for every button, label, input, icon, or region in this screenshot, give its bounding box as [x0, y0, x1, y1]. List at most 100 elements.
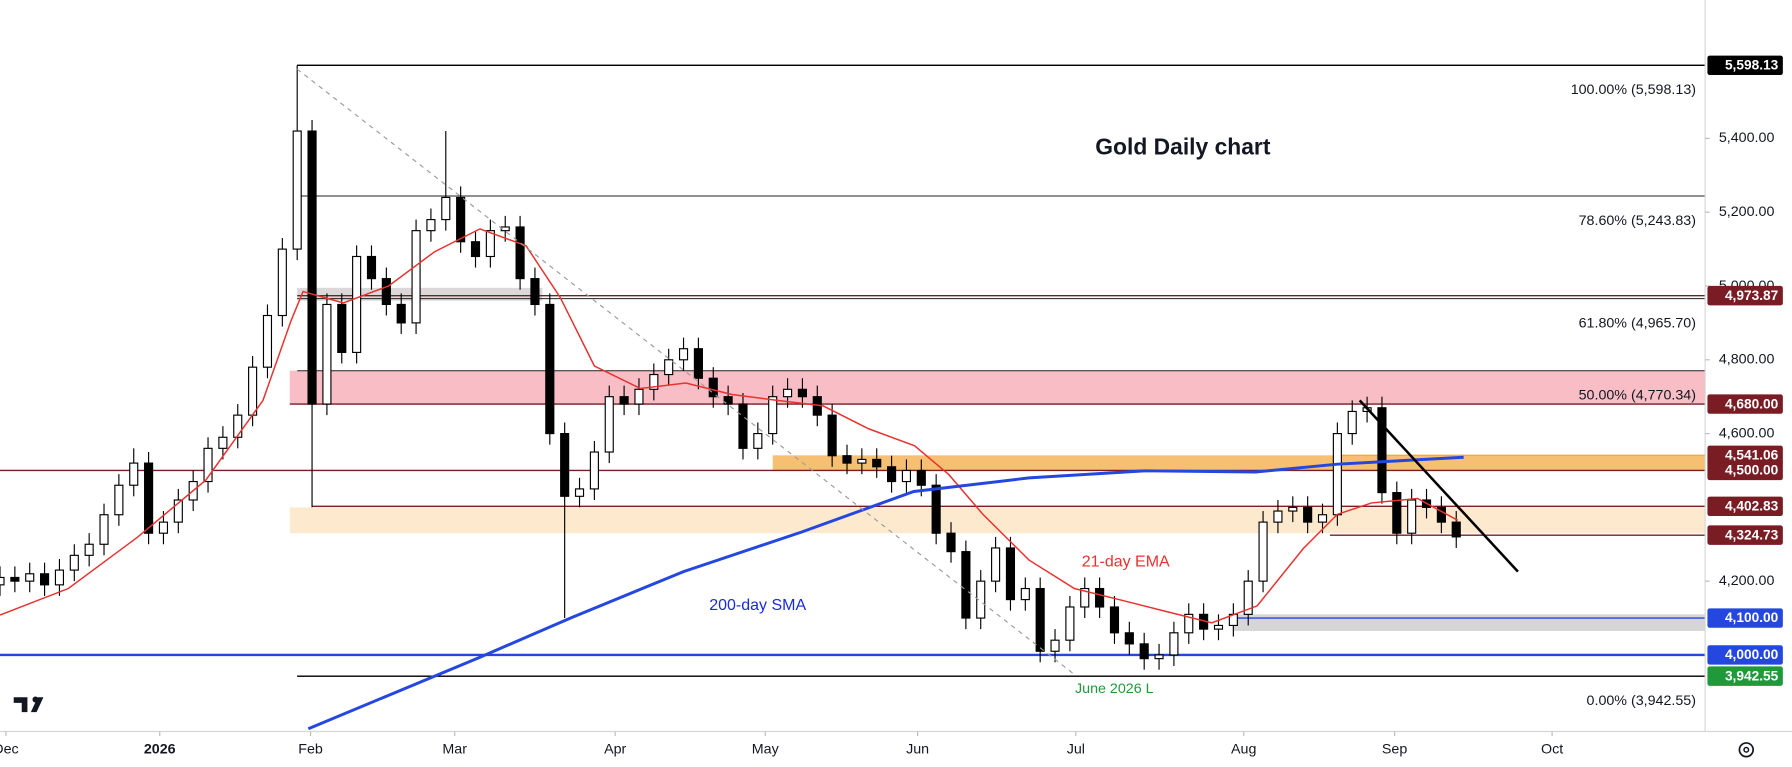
x-tick-label: Oct [1541, 742, 1563, 758]
candle-body [10, 576, 20, 582]
candle-body [1154, 654, 1164, 660]
candle-body [426, 219, 436, 232]
candle-body [1273, 510, 1283, 523]
price-badge-label: 5,598.13 [1725, 58, 1779, 73]
candle-body [292, 130, 302, 250]
candle-body [1213, 624, 1224, 630]
price-badge [1707, 285, 1783, 306]
candle-body [1095, 587, 1105, 608]
candle-body [233, 414, 243, 438]
candle-body [738, 403, 748, 449]
y-tick-label: 4,200.00 [1719, 573, 1775, 589]
candle-body [248, 366, 258, 416]
price-badge [1707, 666, 1783, 686]
candle-body [366, 255, 377, 280]
candle-body [1065, 606, 1075, 641]
x-tick-label: May [752, 742, 780, 758]
candle-body [708, 377, 718, 398]
y-tick-label: 4,800.00 [1719, 352, 1775, 368]
price-badge [1707, 496, 1783, 517]
candle-body [1332, 433, 1342, 516]
price-badge [1707, 608, 1783, 628]
candle-body [500, 226, 510, 232]
candle-body [114, 484, 124, 516]
chart-title: Gold Daily chart [1095, 134, 1271, 160]
candle-body [768, 396, 778, 435]
candle-body [1377, 407, 1387, 494]
candle-body [84, 543, 94, 556]
candle-body [515, 226, 525, 280]
candle-body [99, 514, 109, 545]
price-badge-label: 4,541.06 [1725, 448, 1779, 463]
x-tick-label: Mar [442, 742, 467, 758]
zone [289, 370, 1706, 405]
x-tick-label: Feb [298, 742, 323, 758]
price-badge [1707, 445, 1783, 466]
candle-body [411, 230, 421, 324]
candle-body [1184, 613, 1194, 634]
x-tick-label: Jun [906, 742, 929, 758]
settings-icon[interactable] [1738, 742, 1754, 758]
price-badge-label: 4,000.00 [1725, 647, 1779, 662]
y-tick-label: 4,600.00 [1719, 425, 1775, 441]
candle-body [634, 388, 644, 405]
zone [772, 455, 1706, 471]
candle-body [203, 447, 213, 483]
candle-body [1169, 632, 1179, 656]
candle-body [901, 469, 912, 483]
candle-body [337, 303, 347, 353]
candle-body [827, 414, 837, 457]
candle-body [0, 576, 5, 586]
candle-body [782, 388, 793, 398]
candle-body [1407, 499, 1417, 534]
price-badge-label: 3,942.55 [1725, 668, 1779, 683]
fib-label: 61.80% (4,965.70) [1579, 316, 1696, 332]
candle-body [797, 388, 807, 398]
candle-body [1243, 580, 1253, 615]
price-badge-label: 4,100.00 [1725, 610, 1779, 625]
overlays [0, 68, 1519, 731]
candle-body [158, 521, 169, 534]
candle-body [1392, 492, 1402, 534]
candle-body [664, 359, 674, 376]
candle-body [441, 196, 451, 221]
candle-body [678, 348, 689, 361]
candle-body [976, 580, 986, 619]
candle-body [961, 551, 971, 619]
candle-body [262, 314, 273, 368]
logo [13, 696, 44, 713]
candle-body [173, 499, 183, 523]
price-badge [1707, 645, 1783, 665]
candle-body [857, 458, 867, 464]
fib-label: 78.60% (5,243.83) [1579, 213, 1696, 229]
candle-body [753, 433, 763, 449]
candle-body [307, 130, 317, 405]
candle-body [887, 466, 897, 483]
candle-body [25, 573, 35, 582]
price-badge [1707, 394, 1783, 414]
y-tick-label: 5,400.00 [1719, 130, 1775, 146]
candle-body [1288, 506, 1298, 512]
price-badge [1707, 460, 1783, 481]
ema-label: 21-day EMA [1082, 554, 1170, 571]
candle-body [693, 348, 703, 379]
x-tick-label: Jul [1067, 742, 1085, 758]
candle-body [470, 241, 481, 258]
candle-body [1020, 587, 1030, 601]
candle-body [545, 303, 555, 435]
candle-body [530, 278, 540, 306]
candle-body [218, 436, 228, 449]
candle-body [931, 484, 941, 534]
candle-body [604, 396, 614, 453]
candle-body [1124, 632, 1134, 645]
fib-label: 0.00% (3,942.55) [1587, 693, 1696, 709]
ma-line [307, 455, 1464, 731]
price-badge [1707, 525, 1783, 545]
y-tick-label: 5,200.00 [1719, 204, 1775, 220]
candle-body [396, 303, 406, 324]
candle-body [1436, 506, 1446, 523]
trendline [1358, 399, 1519, 573]
candle-body [560, 433, 570, 497]
candle-body [1050, 639, 1060, 652]
